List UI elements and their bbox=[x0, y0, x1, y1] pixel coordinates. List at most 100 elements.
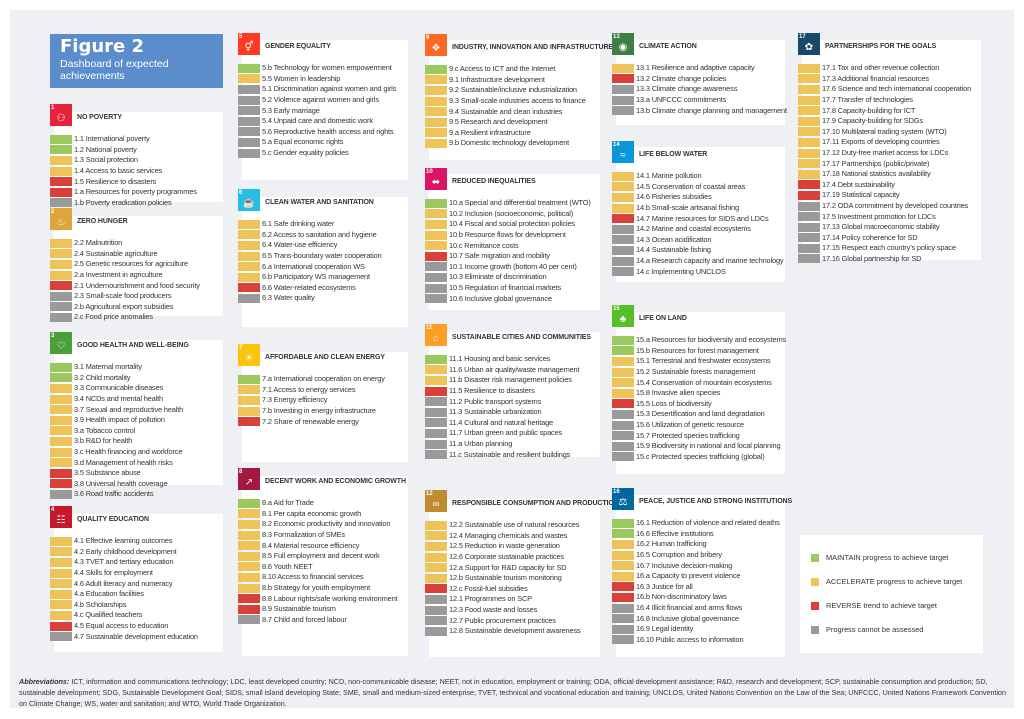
status-swatch-accelerate bbox=[50, 249, 72, 259]
status-swatch-na bbox=[50, 291, 72, 301]
target-row: 8.3 Formalization of SMEs bbox=[238, 530, 397, 541]
target-label: 1.4 Access to basic services bbox=[74, 166, 163, 176]
target-label: 15.8 Invasive alien species bbox=[636, 388, 721, 398]
goal-title: REDUCED INEQUALITIES bbox=[452, 178, 536, 185]
target-label: 7.b Investing in energy infrastructure bbox=[262, 406, 376, 416]
status-swatch-accelerate bbox=[798, 169, 820, 179]
goal-card-11: 11 ⌂ SUSTAINABLE CITIES AND COMMUNITIES 11.… bbox=[425, 324, 600, 460]
goal-glyph: ≈ bbox=[620, 150, 626, 161]
status-swatch-accelerate bbox=[425, 563, 447, 573]
target-row: 5.a Equal economic rights bbox=[238, 137, 396, 148]
target-row: 17.18 National statistics availability bbox=[798, 169, 971, 180]
status-swatch-maintain bbox=[612, 529, 634, 539]
status-swatch-na bbox=[238, 127, 260, 137]
target-label: 15.a Resources for biodiversity and ecos… bbox=[636, 335, 787, 345]
figure-number: Figure 2 bbox=[60, 36, 145, 57]
target-label: 17.12 Duty-free market access for LDCs bbox=[822, 148, 949, 158]
tree-icon: 15 ♣ bbox=[612, 305, 634, 327]
target-row: 17.7 Transfer of technologies bbox=[798, 95, 971, 106]
status-swatch-accelerate bbox=[425, 241, 447, 251]
target-label: 14.2 Marine and coastal ecosystems bbox=[636, 224, 751, 234]
status-swatch-reverse bbox=[50, 177, 72, 187]
status-swatch-accelerate bbox=[50, 579, 72, 589]
target-label: 14.6 Fisheries subsidies bbox=[636, 192, 712, 202]
target-label: 4.c Qualified teachers bbox=[74, 610, 143, 620]
legend-label: REVERSE trend to achieve target bbox=[826, 601, 937, 610]
status-swatch-na bbox=[798, 201, 820, 211]
goal-card-background bbox=[54, 340, 223, 485]
target-label: 6.2 Access to sanitation and hygiene bbox=[262, 229, 377, 239]
target-label: 7.a International cooperation on energy bbox=[262, 374, 385, 384]
goal-number: 9 bbox=[426, 35, 430, 41]
goal-card-8: 8 ↗ DECENT WORK AND ECONOMIC GROWTH 8.a Aid… bbox=[238, 468, 408, 656]
goal-card-10: 10 ⬌ REDUCED INEQUALITIES 10.a Special and … bbox=[425, 168, 600, 310]
status-swatch-accelerate bbox=[238, 572, 260, 582]
target-label: 15.5 Loss of biodiversity bbox=[636, 398, 712, 408]
goal-card-3: 3 ♡ GOOD HEALTH AND WELL-BEING 3.1 Maternal… bbox=[50, 332, 223, 499]
target-row: 16.2 Human trafficking bbox=[612, 539, 780, 550]
target-label: 10.4 Fiscal and social protection polici… bbox=[449, 219, 575, 229]
target-label: 16.10 Public access to information bbox=[636, 634, 744, 644]
target-list: 6.1 Safe drinking water 6.2 Access to san… bbox=[238, 219, 382, 304]
target-row: 8.5 Full employment and decent work bbox=[238, 551, 397, 562]
target-row: 17.13 Global macroeconomic stability bbox=[798, 222, 971, 233]
goal-title: SUSTAINABLE CITIES AND COMMUNITIES bbox=[452, 334, 591, 341]
target-row: 12.c Fossil-fuel subsidies bbox=[425, 584, 581, 595]
target-row: 17.17 Partnerships (public/private) bbox=[798, 158, 971, 169]
goal-card-background bbox=[242, 40, 408, 180]
status-swatch-accelerate bbox=[238, 251, 260, 261]
target-row: 5.2 Violence against women and girls bbox=[238, 95, 396, 106]
target-label: 17.17 Partnerships (public/private) bbox=[822, 158, 930, 168]
target-label: 4.5 Equal access to education bbox=[74, 621, 169, 631]
legend-label: MAINTAIN progress to achieve target bbox=[826, 553, 949, 562]
status-swatch-na bbox=[50, 632, 72, 642]
status-swatch-accelerate bbox=[612, 388, 634, 398]
target-label: 3.3 Communicable diseases bbox=[74, 383, 164, 393]
status-swatch-na bbox=[238, 137, 260, 147]
target-row: 4.b Scholarships bbox=[50, 600, 198, 611]
status-swatch-accelerate bbox=[798, 63, 820, 73]
target-row: 2.a Investment in agriculture bbox=[50, 270, 200, 281]
target-label: 17.8 Capacity-building for ICT bbox=[822, 105, 916, 115]
target-list: 1.1 International poverty 1.2 National po… bbox=[50, 134, 197, 208]
target-row: 3.2 Child mortality bbox=[50, 373, 183, 384]
target-row: 3.6 Road traffic accidents bbox=[50, 489, 183, 500]
target-row: 2.4 Sustainable agriculture bbox=[50, 249, 200, 260]
target-row: 6.4 Water-use efficiency bbox=[238, 240, 382, 251]
target-row: 12.6 Corporate sustainable practices bbox=[425, 552, 581, 563]
target-label: 4.1 Effective learning outcomes bbox=[74, 536, 173, 546]
target-row: 8.8 Labour rights/safe working environme… bbox=[238, 593, 398, 604]
status-swatch-reverse bbox=[50, 281, 72, 291]
status-swatch-na bbox=[425, 262, 447, 272]
target-row: 4.7 Sustainable development education bbox=[50, 631, 198, 642]
status-swatch-accelerate bbox=[50, 589, 72, 599]
target-list: 9.c Access to ICT and the Internet 9.1 In… bbox=[425, 64, 586, 149]
target-row: 9.3 Small-scale industries access to fin… bbox=[425, 96, 586, 107]
target-row: 4.2 Early childhood development bbox=[50, 547, 198, 558]
status-swatch-reverse bbox=[798, 190, 820, 200]
goal-card-1: 1 ⚇ NO POVERTY 1.1 International poverty 1.2… bbox=[50, 104, 223, 208]
target-row: 2.3 Small-scale food producers bbox=[50, 291, 200, 302]
target-label: 17.15 Respect each country’s policy spac… bbox=[822, 243, 956, 253]
target-row: 3.a Tobacco control bbox=[50, 426, 183, 437]
target-row: 3.7 Sexual and reproductive health bbox=[50, 404, 183, 415]
infinity-icon: 12 ∞ bbox=[425, 490, 447, 512]
target-label: 3.7 Sexual and reproductive health bbox=[74, 404, 184, 414]
target-label: 3.5 Substance abuse bbox=[74, 468, 141, 478]
target-row: 1.5 Resilience to disasters bbox=[50, 176, 197, 187]
target-label: 3.1 Maternal mortality bbox=[74, 362, 142, 372]
eye-globe-icon: 13 ◉ bbox=[612, 33, 634, 55]
target-label: 1.b Poverty eradication policies bbox=[74, 197, 172, 207]
city-icon: 11 ⌂ bbox=[425, 324, 447, 346]
target-label: 10.a Special and differential treatment … bbox=[449, 198, 591, 208]
status-swatch-accelerate bbox=[50, 383, 72, 393]
target-row: 16.3 Justice for all bbox=[612, 582, 780, 593]
target-label: 3.c Health financing and workforce bbox=[74, 447, 183, 457]
status-swatch-accelerate bbox=[50, 547, 72, 557]
status-swatch-accelerate bbox=[425, 365, 447, 375]
goal-card-background bbox=[54, 112, 223, 202]
target-row: 11.c Sustainable and resilient buildings bbox=[425, 449, 579, 460]
status-swatch-maintain bbox=[238, 374, 260, 384]
target-row: 6.1 Safe drinking water bbox=[238, 219, 382, 230]
status-swatch-accelerate bbox=[798, 137, 820, 147]
